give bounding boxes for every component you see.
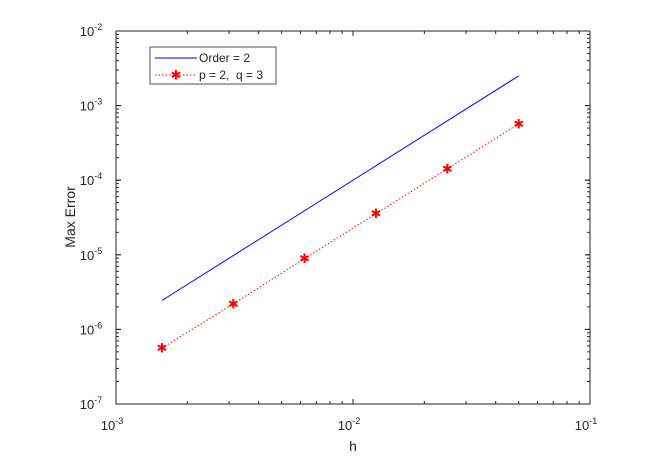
y-tick-exponent: -3 xyxy=(94,97,102,107)
x-tick-exponent: -3 xyxy=(115,416,123,426)
y-tick-label: 10-5 xyxy=(80,246,102,263)
data-point-marker: ✱ xyxy=(513,116,524,131)
legend: Order = 2 ✱ p = 2, q = 3 xyxy=(149,46,277,85)
data-point-marker: ✱ xyxy=(228,296,239,311)
plot-axes-box xyxy=(115,30,591,405)
y-tick-exponent: -4 xyxy=(94,171,102,181)
y-tick-exponent: -7 xyxy=(94,395,102,405)
x-tick-exponent: -2 xyxy=(352,416,360,426)
x-tick-label: 10-2 xyxy=(338,416,360,433)
data-point-marker: ✱ xyxy=(371,206,382,221)
y-axis-label: Max Error xyxy=(62,186,78,248)
y-tick-label: 10-2 xyxy=(80,22,102,39)
series-line-0 xyxy=(161,75,519,301)
legend-box xyxy=(149,46,277,85)
x-tick-label: 10-3 xyxy=(101,416,123,433)
y-tick-label: 10-4 xyxy=(80,171,102,188)
x-tick-exponent: -1 xyxy=(589,416,597,426)
y-tick-label: 10-3 xyxy=(80,97,102,114)
y-tick-label: 10-7 xyxy=(80,395,102,412)
data-point-marker: ✱ xyxy=(299,251,310,266)
y-tick-exponent: -5 xyxy=(94,246,102,256)
y-tick-exponent: -6 xyxy=(94,320,102,330)
data-point-marker: ✱ xyxy=(442,161,453,176)
legend-marker-asterisk-icon: ✱ xyxy=(171,68,182,83)
x-axis-label: h xyxy=(349,438,357,454)
series-line-1 xyxy=(161,123,519,349)
y-tick-exponent: -2 xyxy=(94,22,102,32)
legend-label-pq: p = 2, q = 3 xyxy=(199,68,263,82)
x-tick-label: 10-1 xyxy=(575,416,597,433)
data-point-marker: ✱ xyxy=(156,341,167,356)
y-tick-label: 10-6 xyxy=(80,320,102,337)
legend-label-order2: Order = 2 xyxy=(199,51,250,65)
